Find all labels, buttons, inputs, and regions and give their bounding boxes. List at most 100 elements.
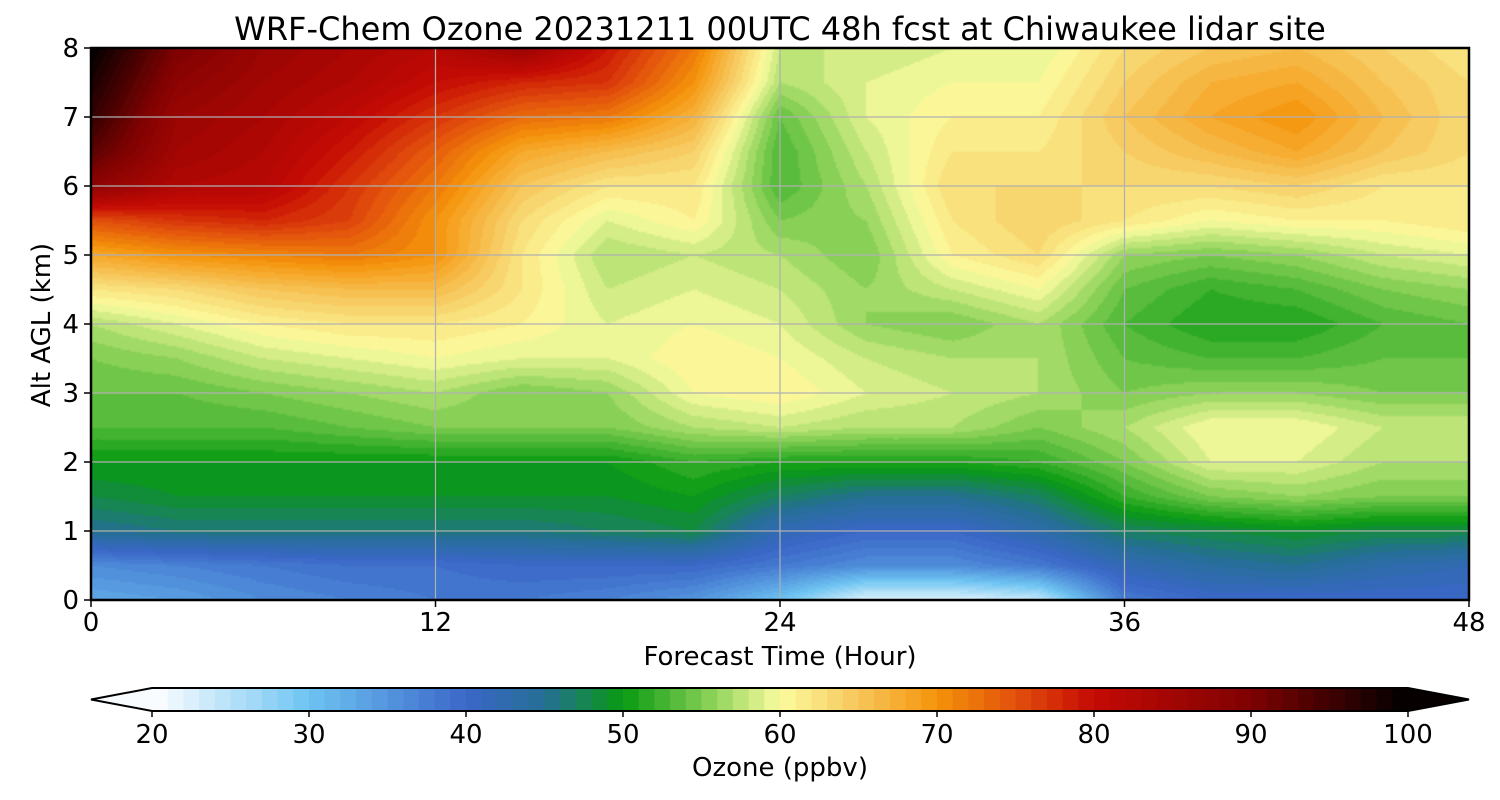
colorbar-segment bbox=[387, 688, 404, 711]
colorbar-tick-label: 90 bbox=[1234, 720, 1267, 750]
colorbar-segment bbox=[1031, 688, 1048, 711]
y-tick-label: 3 bbox=[62, 379, 79, 409]
colorbar-segment bbox=[1251, 688, 1268, 711]
colorbar-segment bbox=[167, 688, 184, 711]
colorbar-ticks: 20 30 40 50 60 70 80 90 100 bbox=[135, 711, 1433, 750]
colorbar-segment bbox=[1062, 688, 1079, 711]
colorbar: 20 30 40 50 60 70 80 90 100 Ozone (ppbv) bbox=[90, 687, 1470, 783]
colorbar-segment bbox=[450, 688, 467, 711]
colorbar-segment bbox=[952, 688, 969, 711]
colorbar-segment bbox=[513, 688, 530, 711]
y-axis-label: Alt AGL (km) bbox=[27, 243, 57, 407]
colorbar-segment bbox=[1329, 688, 1346, 711]
colorbar-segment bbox=[1141, 688, 1158, 711]
colorbar-segment bbox=[591, 688, 608, 711]
colorbar-segment bbox=[528, 688, 546, 711]
colorbar-segment bbox=[717, 688, 734, 711]
colorbar-segment bbox=[764, 688, 781, 711]
colorbar-tick-label: 100 bbox=[1383, 720, 1433, 750]
colorbar-segment bbox=[214, 688, 232, 711]
colorbar-segment bbox=[701, 688, 718, 711]
colorbar-segment bbox=[309, 688, 326, 711]
y-tick-label: 2 bbox=[62, 448, 79, 478]
colorbar-segment bbox=[560, 688, 577, 711]
colorbar-low-extend bbox=[91, 688, 152, 711]
colorbar-segment bbox=[1266, 688, 1283, 711]
colorbar-segment bbox=[654, 688, 671, 711]
colorbar-segment bbox=[827, 688, 844, 711]
colorbar-segment bbox=[1046, 688, 1064, 711]
x-tick-label: 24 bbox=[763, 608, 796, 638]
colorbar-segment bbox=[418, 688, 436, 711]
colorbar-segment bbox=[324, 688, 341, 711]
colorbar-segment bbox=[434, 688, 451, 711]
colorbar-segment bbox=[1109, 688, 1126, 711]
colorbar-segment bbox=[293, 688, 310, 711]
colorbar-tick-label: 20 bbox=[135, 720, 168, 750]
colorbar-segment bbox=[780, 688, 797, 711]
colorbar-segment bbox=[544, 688, 561, 711]
colorbar-segment bbox=[858, 688, 875, 711]
colorbar-segment bbox=[1235, 688, 1252, 711]
colorbar-segment bbox=[1345, 688, 1362, 711]
y-tick-label: 5 bbox=[62, 241, 79, 271]
colorbar-segment bbox=[968, 688, 985, 711]
colorbar-segment bbox=[889, 688, 907, 711]
colorbar-segment bbox=[497, 688, 514, 711]
x-tick-label: 48 bbox=[1452, 608, 1485, 638]
x-axis-ticks: 0 12 24 36 48 bbox=[83, 600, 1486, 638]
colorbar-segment bbox=[732, 688, 750, 711]
colorbar-segment bbox=[246, 688, 263, 711]
chart-title: WRF-Chem Ozone 20231211 00UTC 48h fcst a… bbox=[234, 10, 1326, 48]
x-tick-label: 12 bbox=[419, 608, 452, 638]
colorbar-segment bbox=[937, 688, 954, 711]
colorbar-high-extend bbox=[1408, 688, 1469, 711]
colorbar-segment bbox=[277, 688, 294, 711]
colorbar-segment bbox=[152, 688, 169, 711]
y-tick-label: 1 bbox=[62, 517, 79, 547]
colorbar-segments bbox=[152, 688, 1409, 711]
colorbar-segment bbox=[1313, 688, 1331, 711]
colorbar-label: Ozone (ppbv) bbox=[692, 753, 868, 783]
colorbar-segment bbox=[842, 688, 860, 711]
colorbar-tick-label: 30 bbox=[292, 720, 325, 750]
colorbar-segment bbox=[1282, 688, 1299, 711]
colorbar-segment bbox=[1156, 688, 1174, 711]
colorbar-segment bbox=[183, 688, 200, 711]
colorbar-tick-label: 70 bbox=[920, 720, 953, 750]
y-axis-ticks: 0 1 2 3 4 5 6 7 8 bbox=[62, 34, 91, 616]
colorbar-segment bbox=[811, 688, 828, 711]
plot-area bbox=[89, 46, 1471, 602]
colorbar-segment bbox=[685, 688, 703, 711]
colorbar-segment bbox=[1376, 688, 1393, 711]
colorbar-segment bbox=[1360, 688, 1378, 711]
colorbar-segment bbox=[481, 688, 498, 711]
y-tick-label: 7 bbox=[62, 103, 79, 133]
colorbar-segment bbox=[748, 688, 765, 711]
colorbar-segment bbox=[607, 688, 624, 711]
colorbar-segment bbox=[371, 688, 389, 711]
colorbar-segment bbox=[1078, 688, 1095, 711]
colorbar-segment bbox=[1298, 688, 1315, 711]
x-axis-label: Forecast Time (Hour) bbox=[643, 642, 916, 672]
y-tick-label: 6 bbox=[62, 172, 79, 202]
x-tick-label: 0 bbox=[83, 608, 100, 638]
colorbar-tick-label: 50 bbox=[606, 720, 639, 750]
colorbar-segment bbox=[984, 688, 1001, 711]
colorbar-segment bbox=[356, 688, 373, 711]
colorbar-segment bbox=[1125, 688, 1142, 711]
colorbar-segment bbox=[623, 688, 640, 711]
colorbar-segment bbox=[905, 688, 922, 711]
colorbar-tick-label: 40 bbox=[449, 720, 482, 750]
colorbar-segment bbox=[1392, 688, 1409, 711]
colorbar-segment bbox=[1219, 688, 1236, 711]
colorbar-segment bbox=[575, 688, 593, 711]
colorbar-tick-label: 60 bbox=[763, 720, 796, 750]
colorbar-segment bbox=[921, 688, 938, 711]
colorbar-segment bbox=[1094, 688, 1111, 711]
colorbar-segment bbox=[403, 688, 420, 711]
y-tick-label: 0 bbox=[62, 586, 79, 616]
y-tick-label: 8 bbox=[62, 34, 79, 64]
colorbar-segment bbox=[1203, 688, 1221, 711]
colorbar-segment bbox=[466, 688, 483, 711]
